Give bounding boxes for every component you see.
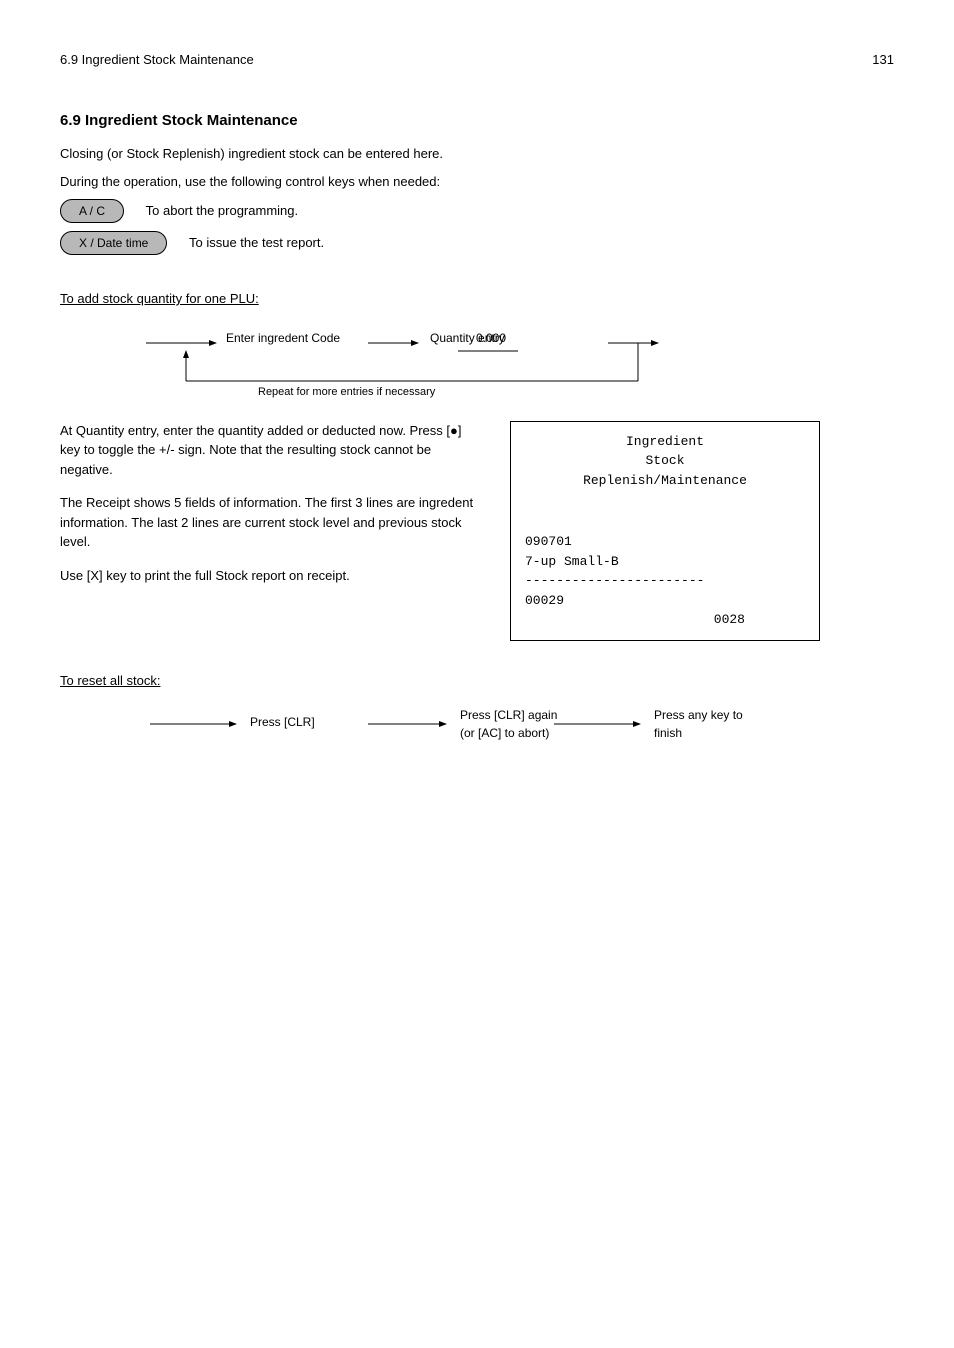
section-title: 6.9 Ingredient Stock Maintenance [60,110,894,133]
key-row-ac: A / C To abort the programming. [60,199,894,227]
flow2-step3: Press any key to finish [654,706,754,742]
header-page-number: 131 [872,50,894,70]
receipt-code: 090701 [525,532,805,552]
flow2-container: Press [CLR] Press [CLR] again (or [AC] t… [68,712,894,752]
flow1-repeat-label: Repeat for more entries if necessary [258,384,435,401]
intro-line2: During the operation, use the following … [60,172,894,192]
x-key-button: X / Date time [60,231,167,255]
explanation-col: At Quantity entry, enter the quantity ad… [60,421,480,600]
receipt-name: 7-up Small-B [525,552,805,572]
flow2-title: To reset all stock: [60,671,894,691]
flow1-title: To add stock quantity for one PLU: [60,289,894,309]
receipt-header2: Stock [525,451,805,471]
flow1-step1: Enter ingredent Code [226,329,340,347]
receipt-stock2-row: 0028 [525,610,805,630]
flow1-container: Enter ingredent Code Quantity entry 0.00… [68,331,894,401]
receipt-stock2: 0028 [714,610,745,630]
flow2-step1: Press [CLR] [250,713,315,731]
receipt-divider: ----------------------- [525,571,805,591]
page-header: 6.9 Ingredient Stock Maintenance 131 [60,50,894,70]
explanation-p2: The Receipt shows 5 fields of informatio… [60,493,480,552]
reset-stock-section: To reset all stock: Press [CLR] Press [C… [60,671,894,753]
receipt-header3: Replenish/Maintenance [525,471,805,491]
key-row-x: X / Date time To issue the test report. [60,231,894,259]
two-column-row: At Quantity entry, enter the quantity ad… [60,421,894,641]
intro-line1: Closing (or Stock Replenish) ingredient … [60,144,894,164]
ac-key-desc: To abort the programming. [146,203,298,218]
explanation-p1: At Quantity entry, enter the quantity ad… [60,421,480,480]
ac-key-button: A / C [60,199,124,223]
header-section-number: 6.9 Ingredient Stock Maintenance [60,50,254,70]
receipt-box: Ingredient Stock Replenish/Maintenance 0… [510,421,820,641]
receipt-header1: Ingredient [525,432,805,452]
x-key-desc: To issue the test report. [189,235,324,250]
receipt-stock1: 00029 [525,591,805,611]
explanation-p3: Use [X] key to print the full Stock repo… [60,566,480,586]
add-stock-section: To add stock quantity for one PLU: Enter… [60,289,894,641]
flow1-underline2: 0.000 [476,329,506,347]
flow2-step2: Press [CLR] again (or [AC] to abort) [460,706,560,742]
